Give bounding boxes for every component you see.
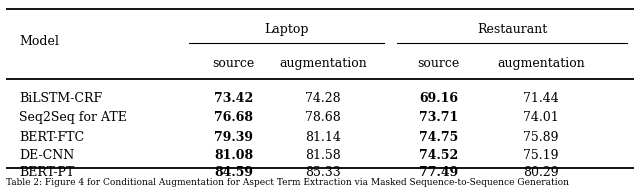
Text: 85.33: 85.33 [305, 166, 341, 179]
Text: 76.68: 76.68 [214, 111, 253, 124]
Text: 78.68: 78.68 [305, 111, 341, 124]
Text: Laptop: Laptop [264, 23, 308, 36]
Text: BERT-FTC: BERT-FTC [19, 130, 84, 144]
Text: source: source [417, 57, 460, 70]
Text: augmentation: augmentation [497, 57, 585, 70]
Text: 84.59: 84.59 [214, 166, 253, 179]
Text: 79.39: 79.39 [214, 130, 253, 144]
Text: 81.14: 81.14 [305, 130, 341, 144]
Text: 81.08: 81.08 [214, 149, 253, 162]
Text: Model: Model [19, 36, 59, 48]
Text: source: source [212, 57, 255, 70]
Text: augmentation: augmentation [279, 57, 367, 70]
Text: 74.52: 74.52 [419, 149, 458, 162]
Text: 73.42: 73.42 [214, 92, 253, 105]
Text: 75.89: 75.89 [523, 130, 559, 144]
Text: 69.16: 69.16 [419, 92, 458, 105]
Text: BERT-PT: BERT-PT [19, 166, 75, 179]
Text: BiLSTM-CRF: BiLSTM-CRF [19, 92, 102, 105]
Text: Table 2: Figure 4 for Conditional Augmentation for Aspect Term Extraction via Ma: Table 2: Figure 4 for Conditional Augmen… [6, 178, 570, 187]
Text: 74.01: 74.01 [523, 111, 559, 124]
Text: 74.75: 74.75 [419, 130, 458, 144]
Text: 71.44: 71.44 [523, 92, 559, 105]
Text: Restaurant: Restaurant [477, 23, 547, 36]
Text: 80.29: 80.29 [523, 166, 559, 179]
Text: 73.71: 73.71 [419, 111, 458, 124]
Text: 77.49: 77.49 [419, 166, 458, 179]
Text: 75.19: 75.19 [523, 149, 559, 162]
Text: DE-CNN: DE-CNN [19, 149, 74, 162]
Text: Seq2Seq for ATE: Seq2Seq for ATE [19, 111, 127, 124]
Text: 81.58: 81.58 [305, 149, 341, 162]
Text: 74.28: 74.28 [305, 92, 341, 105]
